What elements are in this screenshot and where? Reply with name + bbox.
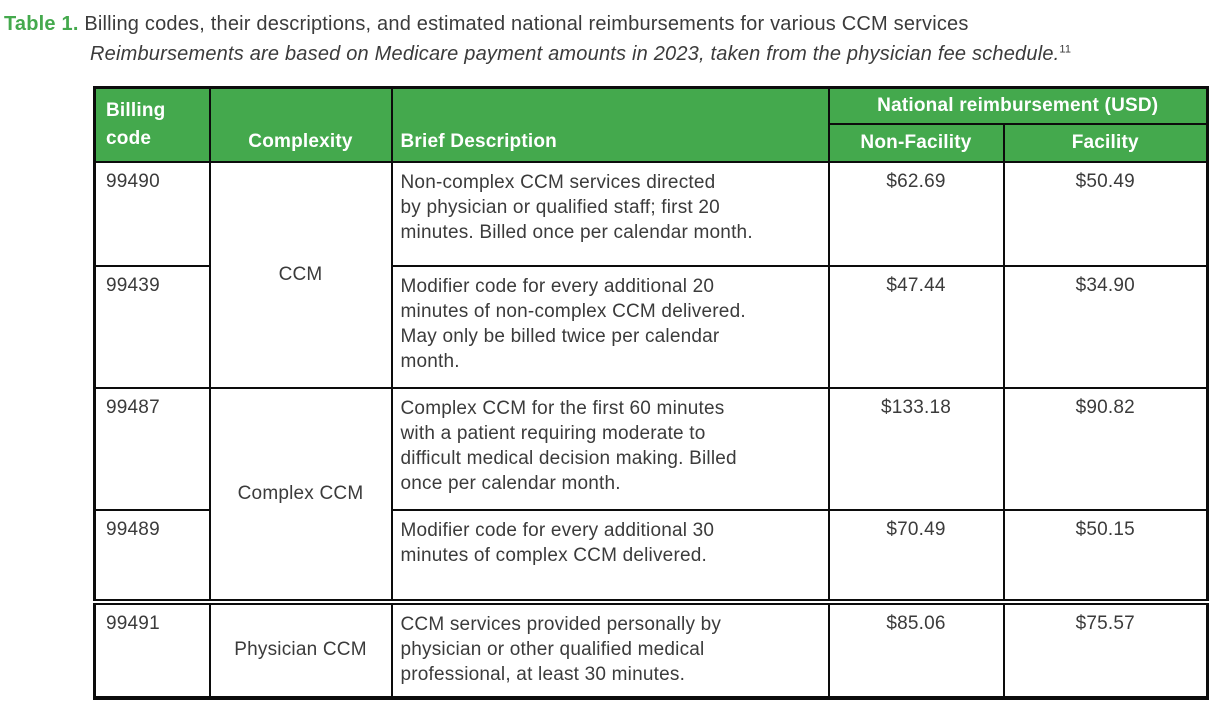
table-row-99491: 99491 Physician CCM CCM services provide… — [93, 598, 1209, 699]
header-billing-code: Billing code — [93, 86, 211, 163]
table-caption: Table 1. Billing codes, their descriptio… — [4, 9, 1209, 69]
non-facility-cell: $70.49 — [827, 508, 1005, 603]
description-cell: Non-complex CCM services directed by phy… — [390, 160, 830, 267]
non-facility-cell: $62.69 — [827, 160, 1005, 267]
facility-cell: $75.57 — [1002, 598, 1209, 699]
facility-cell: $50.15 — [1002, 508, 1209, 603]
table-number-label: Table 1. — [4, 13, 79, 35]
table-row-99487: 99487 Complex CCM Complex CCM for the fi… — [93, 386, 1209, 603]
description-cell: Modifier code for every additional 30 mi… — [390, 508, 830, 603]
non-facility-cell: $133.18 — [827, 386, 1005, 511]
facility-cell: $90.82 — [1002, 386, 1209, 511]
header-brief-description: Brief Description — [390, 86, 830, 163]
table-row-99489: 99489 Modifier code for every additional… — [93, 508, 1209, 603]
complexity-cell-complex-ccm: Complex CCM — [208, 386, 393, 603]
facility-cell: $34.90 — [1002, 264, 1209, 389]
citation-superscript: 11 — [1059, 43, 1072, 56]
non-facility-cell: $85.06 — [827, 598, 1005, 699]
table-body: 99490 CCM Non-complex CCM services direc… — [93, 160, 1209, 699]
caption-subtitle-text: Reimbursements are based on Medicare pay… — [90, 43, 1060, 65]
table-row-99490: 99490 CCM Non-complex CCM services direc… — [93, 160, 1209, 389]
header-national-reimbursement: National reimbursement (USD) — [827, 86, 1209, 125]
description-cell: CCM services provided personally by phys… — [390, 598, 830, 699]
billing-code-cell: 99487 — [93, 386, 211, 511]
complexity-cell-physician-ccm: Physician CCM — [208, 598, 393, 699]
table-row-99439: 99439 Modifier code for every additional… — [93, 264, 1209, 389]
header-complexity: Complexity — [208, 86, 393, 163]
billing-code-cell: 99490 — [93, 160, 211, 267]
non-facility-cell: $47.44 — [827, 264, 1005, 389]
description-cell: Modifier code for every additional 20 mi… — [390, 264, 830, 389]
caption-subtitle: Reimbursements are based on Medicare pay… — [90, 39, 1209, 69]
billing-code-cell: 99491 — [93, 598, 211, 699]
billing-code-cell: 99439 — [93, 264, 211, 389]
caption-line1: Table 1. Billing codes, their descriptio… — [4, 9, 1209, 39]
description-cell: Complex CCM for the first 60 minutes wit… — [390, 386, 830, 511]
complexity-cell-ccm: CCM — [208, 160, 393, 389]
billing-code-cell: 99489 — [93, 508, 211, 603]
header-row-1: Billing code Complexity Brief Descriptio… — [93, 86, 1209, 163]
billing-codes-table: Billing code Complexity Brief Descriptio… — [93, 86, 1209, 700]
caption-text: Billing codes, their descriptions, and e… — [84, 13, 969, 35]
header-facility: Facility — [1002, 122, 1209, 163]
table-header: Billing code Complexity Brief Descriptio… — [93, 86, 1209, 163]
facility-cell: $50.49 — [1002, 160, 1209, 267]
header-non-facility: Non-Facility — [827, 122, 1005, 163]
header-row-2: Non-Facility Facility — [95, 122, 1209, 163]
